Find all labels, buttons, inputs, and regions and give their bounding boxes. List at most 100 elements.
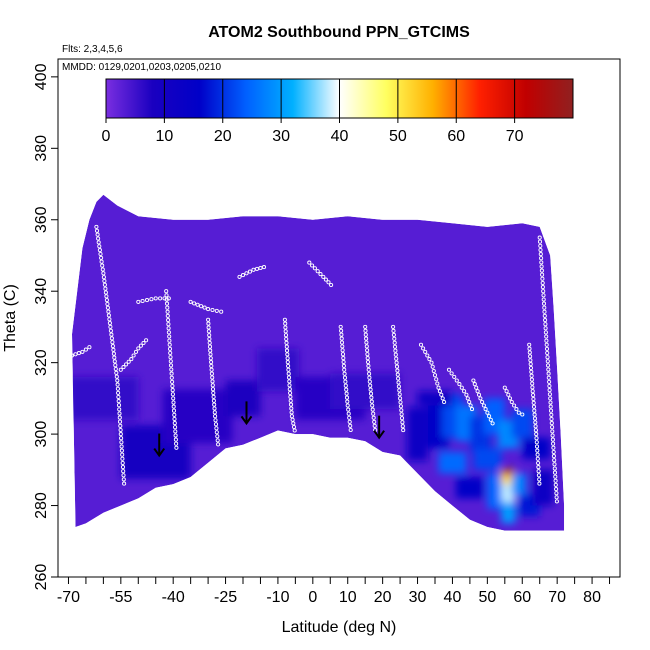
- observation-point: [545, 363, 551, 368]
- observation-point: [539, 264, 544, 269]
- observation-point: [370, 407, 375, 412]
- observation-point: [164, 301, 170, 306]
- observation-point: [392, 336, 397, 341]
- observation-point: [483, 407, 488, 412]
- observation-point: [214, 430, 219, 435]
- observation-point: [391, 328, 396, 333]
- observation-point: [364, 336, 369, 341]
- observation-point: [173, 437, 178, 442]
- observation-point: [282, 317, 287, 322]
- observation-point: [535, 456, 540, 461]
- observation-point: [118, 423, 123, 428]
- observation-point: [537, 477, 542, 482]
- observation-point: [106, 309, 111, 314]
- arrow-marker: [373, 415, 385, 440]
- x-tick-label: 70: [548, 589, 566, 606]
- observation-point: [110, 344, 115, 349]
- observation-point: [504, 389, 509, 394]
- observation-point: [213, 422, 219, 427]
- observation-point: [174, 445, 179, 450]
- x-tick-label: -55: [109, 589, 132, 606]
- observation-point: [286, 363, 291, 369]
- observation-point: [536, 460, 541, 466]
- observation-point: [442, 399, 447, 405]
- observation-point: [395, 368, 400, 373]
- observation-point: [481, 403, 486, 408]
- observation-point: [533, 428, 538, 433]
- observation-point: [395, 372, 400, 377]
- y-tick-label: 400: [33, 63, 50, 90]
- observation-point: [399, 412, 404, 417]
- observation-point: [169, 367, 174, 372]
- observation-point: [344, 387, 349, 392]
- observation-point: [113, 363, 118, 368]
- observation-point: [114, 370, 119, 375]
- heatmap-cell: [532, 469, 554, 506]
- observation-point: [536, 469, 541, 474]
- observation-point: [367, 371, 372, 376]
- observation-point: [83, 347, 88, 352]
- observation-point: [399, 416, 405, 421]
- observation-point: [284, 336, 289, 342]
- observation-point: [209, 363, 214, 369]
- observation-point: [288, 402, 294, 407]
- observation-point: [538, 252, 543, 257]
- observation-point: [343, 379, 348, 384]
- observation-point: [371, 411, 376, 416]
- observation-point: [284, 344, 289, 349]
- y-axis: 260 280 300 320 340 360 380 400: [33, 63, 58, 590]
- observation-point: [553, 478, 558, 483]
- observation-point: [399, 408, 404, 413]
- observation-point: [188, 299, 193, 304]
- observation-point: [258, 265, 263, 271]
- observation-point: [398, 400, 403, 405]
- observation-point: [244, 271, 249, 276]
- observation-point: [474, 385, 479, 390]
- observation-point: [120, 452, 125, 457]
- observation-point: [80, 349, 85, 354]
- observation-point: [173, 425, 178, 430]
- observation-point: [435, 381, 440, 386]
- observation-point: [118, 367, 123, 372]
- observation-point: [106, 313, 111, 318]
- observation-point: [105, 305, 110, 310]
- observation-point: [140, 298, 145, 304]
- observation-point: [215, 438, 220, 443]
- observation-point: [206, 325, 211, 330]
- observation-point: [427, 357, 432, 362]
- observation-point: [108, 328, 113, 333]
- observation-point: [546, 375, 551, 380]
- observation-point: [216, 442, 221, 447]
- observation-point: [101, 275, 106, 280]
- observation-point: [544, 334, 549, 339]
- observation-point: [288, 390, 293, 396]
- observation-point: [551, 449, 556, 455]
- observation-point: [212, 406, 217, 411]
- observation-point: [549, 412, 554, 417]
- observation-point: [116, 390, 121, 395]
- observation-point: [287, 379, 292, 384]
- observation-point: [283, 333, 289, 338]
- observation-point: [206, 307, 211, 312]
- observation-point: [543, 322, 548, 327]
- observation-point: [467, 399, 472, 405]
- observation-point: [210, 383, 215, 388]
- observation-point: [286, 371, 291, 376]
- colorbar-tick-label: 10: [155, 128, 173, 145]
- observation-point: [153, 296, 158, 301]
- observation-point: [170, 392, 175, 397]
- observation-point: [207, 336, 212, 342]
- observation-point: [192, 301, 197, 306]
- observation-point: [528, 354, 533, 359]
- heatmap-region: [72, 194, 565, 531]
- observation-point: [240, 273, 246, 278]
- observation-point: [429, 360, 434, 365]
- observation-point: [107, 321, 112, 326]
- observation-point: [537, 239, 543, 244]
- observation-point: [210, 307, 215, 313]
- observation-point: [341, 359, 346, 365]
- colorbar-tick-label: 60: [447, 128, 465, 145]
- observation-point: [215, 434, 220, 439]
- observation-point: [168, 355, 173, 360]
- observation-point: [97, 248, 102, 253]
